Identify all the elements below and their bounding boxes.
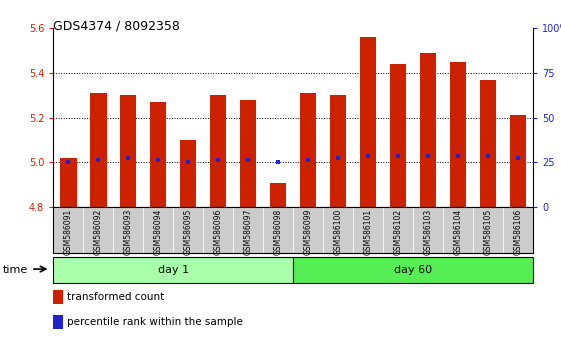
Text: GSM586092: GSM586092: [94, 209, 103, 255]
FancyBboxPatch shape: [53, 207, 83, 253]
Text: GDS4374 / 8092358: GDS4374 / 8092358: [53, 19, 180, 33]
Bar: [150, 102, 167, 207]
Text: GSM586095: GSM586095: [183, 209, 192, 255]
Bar: [90, 93, 107, 207]
FancyBboxPatch shape: [83, 207, 113, 253]
FancyBboxPatch shape: [293, 207, 323, 253]
Text: GSM586097: GSM586097: [243, 209, 252, 255]
Bar: [53, 257, 293, 283]
Bar: [390, 64, 406, 207]
Text: GSM586094: GSM586094: [154, 209, 163, 255]
Bar: [450, 62, 466, 207]
FancyBboxPatch shape: [323, 207, 353, 253]
Text: GSM586099: GSM586099: [304, 209, 312, 255]
Text: time: time: [3, 265, 28, 275]
Bar: [270, 183, 286, 207]
FancyBboxPatch shape: [383, 207, 413, 253]
Text: GSM586103: GSM586103: [424, 209, 433, 255]
Text: day 60: day 60: [394, 265, 432, 275]
Bar: [60, 158, 76, 207]
Text: day 1: day 1: [158, 265, 188, 275]
FancyBboxPatch shape: [473, 207, 503, 253]
Bar: [293, 257, 533, 283]
Bar: [210, 95, 227, 207]
Text: GSM586105: GSM586105: [484, 209, 493, 255]
Text: GSM586100: GSM586100: [334, 209, 343, 255]
Bar: [120, 95, 136, 207]
Bar: [330, 95, 346, 207]
Text: GSM586102: GSM586102: [394, 209, 403, 255]
Text: GSM586106: GSM586106: [513, 209, 522, 255]
Text: GSM586091: GSM586091: [64, 209, 73, 255]
FancyBboxPatch shape: [503, 207, 533, 253]
Text: GSM586101: GSM586101: [364, 209, 373, 255]
FancyBboxPatch shape: [353, 207, 383, 253]
Text: GSM586104: GSM586104: [453, 209, 462, 255]
Bar: [300, 93, 316, 207]
FancyBboxPatch shape: [263, 207, 293, 253]
Text: GSM586096: GSM586096: [214, 209, 223, 255]
Bar: [360, 37, 376, 207]
FancyBboxPatch shape: [443, 207, 473, 253]
FancyBboxPatch shape: [233, 207, 263, 253]
Text: transformed count: transformed count: [67, 292, 164, 302]
FancyBboxPatch shape: [173, 207, 203, 253]
Text: GSM586098: GSM586098: [274, 209, 283, 255]
Text: percentile rank within the sample: percentile rank within the sample: [67, 317, 243, 327]
FancyBboxPatch shape: [413, 207, 443, 253]
Bar: [180, 140, 196, 207]
Bar: [480, 80, 496, 207]
FancyBboxPatch shape: [143, 207, 173, 253]
Bar: [420, 53, 436, 207]
Bar: [240, 100, 256, 207]
FancyBboxPatch shape: [203, 207, 233, 253]
Bar: [510, 115, 526, 207]
FancyBboxPatch shape: [113, 207, 143, 253]
Text: GSM586093: GSM586093: [124, 209, 133, 255]
